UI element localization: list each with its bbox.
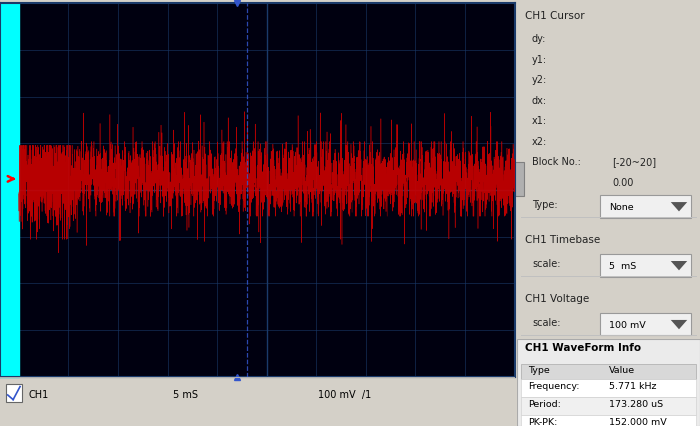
Text: 0.00: 0.00 bbox=[612, 177, 634, 187]
Text: CH1 Voltage: CH1 Voltage bbox=[524, 294, 589, 303]
Text: 5 mS: 5 mS bbox=[173, 389, 197, 399]
Text: y1:: y1: bbox=[532, 55, 547, 64]
Text: scale:: scale: bbox=[532, 258, 561, 268]
Text: Type: Type bbox=[528, 366, 550, 374]
Text: y2:: y2: bbox=[532, 75, 547, 85]
Bar bbox=[6, 384, 22, 403]
Text: 5.771 kHz: 5.771 kHz bbox=[608, 381, 656, 391]
Text: x2:: x2: bbox=[532, 136, 547, 146]
Text: Period:: Period: bbox=[528, 399, 561, 408]
Text: Value: Value bbox=[608, 366, 635, 374]
Text: x1:: x1: bbox=[532, 116, 547, 126]
Text: Type:: Type: bbox=[532, 199, 557, 209]
Bar bbox=[521, 397, 696, 415]
Text: dy:: dy: bbox=[532, 34, 546, 44]
Text: scale:: scale: bbox=[532, 317, 561, 327]
FancyBboxPatch shape bbox=[599, 196, 691, 218]
Bar bbox=[514, 163, 524, 196]
Text: 152.000 mV: 152.000 mV bbox=[608, 417, 666, 426]
Bar bbox=[521, 364, 696, 379]
Text: Block No.:: Block No.: bbox=[532, 157, 581, 167]
Text: 173.280 uS: 173.280 uS bbox=[608, 399, 663, 408]
Polygon shape bbox=[671, 262, 687, 271]
FancyBboxPatch shape bbox=[599, 255, 691, 277]
Polygon shape bbox=[671, 203, 687, 212]
Text: CH1 Cursor: CH1 Cursor bbox=[524, 11, 584, 20]
Text: PK-PK:: PK-PK: bbox=[528, 417, 558, 426]
Polygon shape bbox=[671, 320, 687, 329]
Text: None: None bbox=[608, 202, 634, 212]
Text: CH1 WaveForm Info: CH1 WaveForm Info bbox=[524, 342, 640, 352]
Text: 5  mS: 5 mS bbox=[608, 261, 636, 271]
FancyBboxPatch shape bbox=[599, 314, 691, 336]
Text: 100 mV: 100 mV bbox=[608, 320, 645, 329]
Bar bbox=[0, 4, 19, 377]
Bar bbox=[521, 415, 696, 426]
Bar bbox=[521, 379, 696, 397]
Text: dx:: dx: bbox=[532, 95, 547, 105]
Text: CH1: CH1 bbox=[28, 389, 48, 399]
Text: 100 mV  /1: 100 mV /1 bbox=[318, 389, 371, 399]
Text: Frequency:: Frequency: bbox=[528, 381, 580, 391]
Text: CH1 Timebase: CH1 Timebase bbox=[524, 235, 600, 245]
Text: [-20~20]: [-20~20] bbox=[612, 157, 657, 167]
